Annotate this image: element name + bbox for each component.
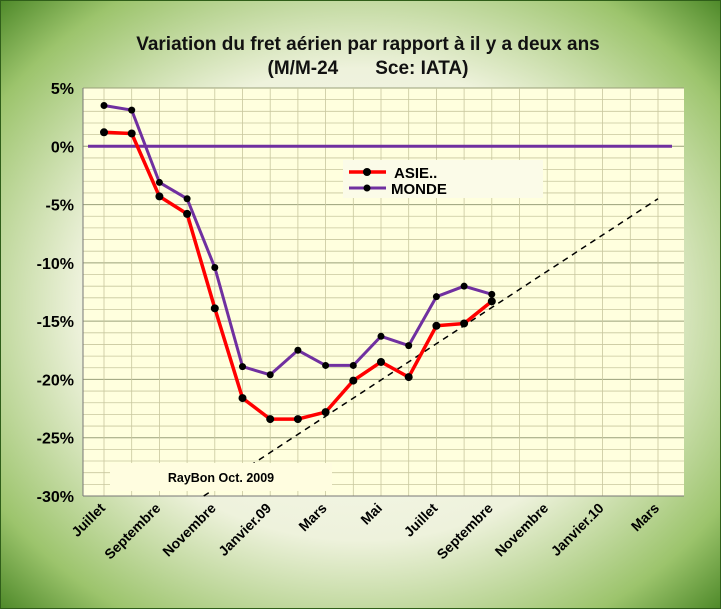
- data-point-monde: [322, 361, 330, 369]
- data-point-monde: [239, 363, 246, 371]
- data-point-monde: [100, 101, 108, 109]
- y-tick-label: -10%: [37, 256, 74, 273]
- trend-layer: [203, 198, 659, 497]
- chart-title-line2: (M/M-24 Sce: IATA): [268, 58, 469, 79]
- y-tick-label: 5%: [51, 81, 74, 98]
- data-point-asie: [349, 376, 358, 385]
- x-tick-label: Janvier.09: [215, 500, 274, 559]
- data-point-asie: [321, 408, 330, 417]
- x-tick-label: Juillet: [68, 500, 108, 540]
- y-tick-label: -5%: [46, 198, 74, 215]
- x-tick-label: Janvier.10: [548, 500, 607, 559]
- data-point-monde: [266, 371, 274, 379]
- data-point-asie: [404, 373, 413, 382]
- credit-box: RayBon Oct. 2009: [110, 463, 332, 491]
- data-point-asie: [127, 129, 136, 138]
- plot-area-bg: [83, 88, 684, 496]
- y-tick-label: -20%: [37, 372, 74, 389]
- data-point-monde: [294, 346, 302, 354]
- y-tick-label: -30%: [37, 489, 74, 506]
- data-point-asie: [100, 128, 108, 137]
- x-tick-label: Novembre: [159, 500, 219, 560]
- legend: ASIE.. MONDE: [343, 160, 543, 198]
- x-tick-label: Mars: [295, 500, 330, 535]
- legend-marker-monde: [363, 184, 371, 192]
- legend-marker-asie: [363, 168, 371, 176]
- credit-label: RayBon Oct. 2009: [168, 471, 274, 485]
- data-point-asie: [210, 304, 219, 313]
- x-tick-label: Septembre: [433, 500, 496, 563]
- data-point-asie: [487, 297, 496, 306]
- data-point-monde: [155, 178, 163, 186]
- x-tick-label: Mai: [357, 500, 385, 528]
- y-tick-label: -15%: [37, 314, 74, 331]
- chart-title-line1: Variation du fret aérien par rapport à i…: [136, 34, 600, 55]
- trend-line: [203, 198, 659, 497]
- y-tick-label: -25%: [37, 431, 74, 448]
- data-point-asie: [460, 319, 469, 328]
- x-tick-label: Mars: [628, 500, 663, 535]
- data-point-monde: [183, 195, 191, 203]
- legend-label-monde: MONDE: [391, 181, 447, 198]
- data-point-asie: [293, 415, 302, 424]
- data-point-monde: [488, 290, 496, 298]
- data-point-asie: [183, 209, 192, 218]
- data-point-monde: [432, 293, 440, 301]
- legend-label-asie: ASIE..: [394, 165, 437, 182]
- series-layer: [100, 101, 496, 424]
- data-point-monde: [349, 361, 357, 369]
- data-point-asie: [155, 192, 164, 201]
- data-point-asie: [266, 415, 275, 424]
- data-point-monde: [377, 332, 385, 340]
- data-point-asie: [377, 357, 385, 366]
- x-tick-label: Novembre: [492, 500, 552, 560]
- data-point-monde: [128, 106, 136, 114]
- credit-bg: [110, 463, 332, 491]
- x-tick-label: Juillet: [401, 500, 441, 540]
- data-point-asie: [432, 321, 441, 330]
- data-point-monde: [460, 282, 468, 290]
- legend-box: [343, 160, 543, 198]
- data-point-asie: [238, 394, 247, 403]
- x-tick-label: Septembre: [101, 500, 164, 563]
- data-point-monde: [211, 264, 219, 272]
- data-point-monde: [405, 342, 413, 350]
- y-tick-label: 0%: [51, 139, 74, 156]
